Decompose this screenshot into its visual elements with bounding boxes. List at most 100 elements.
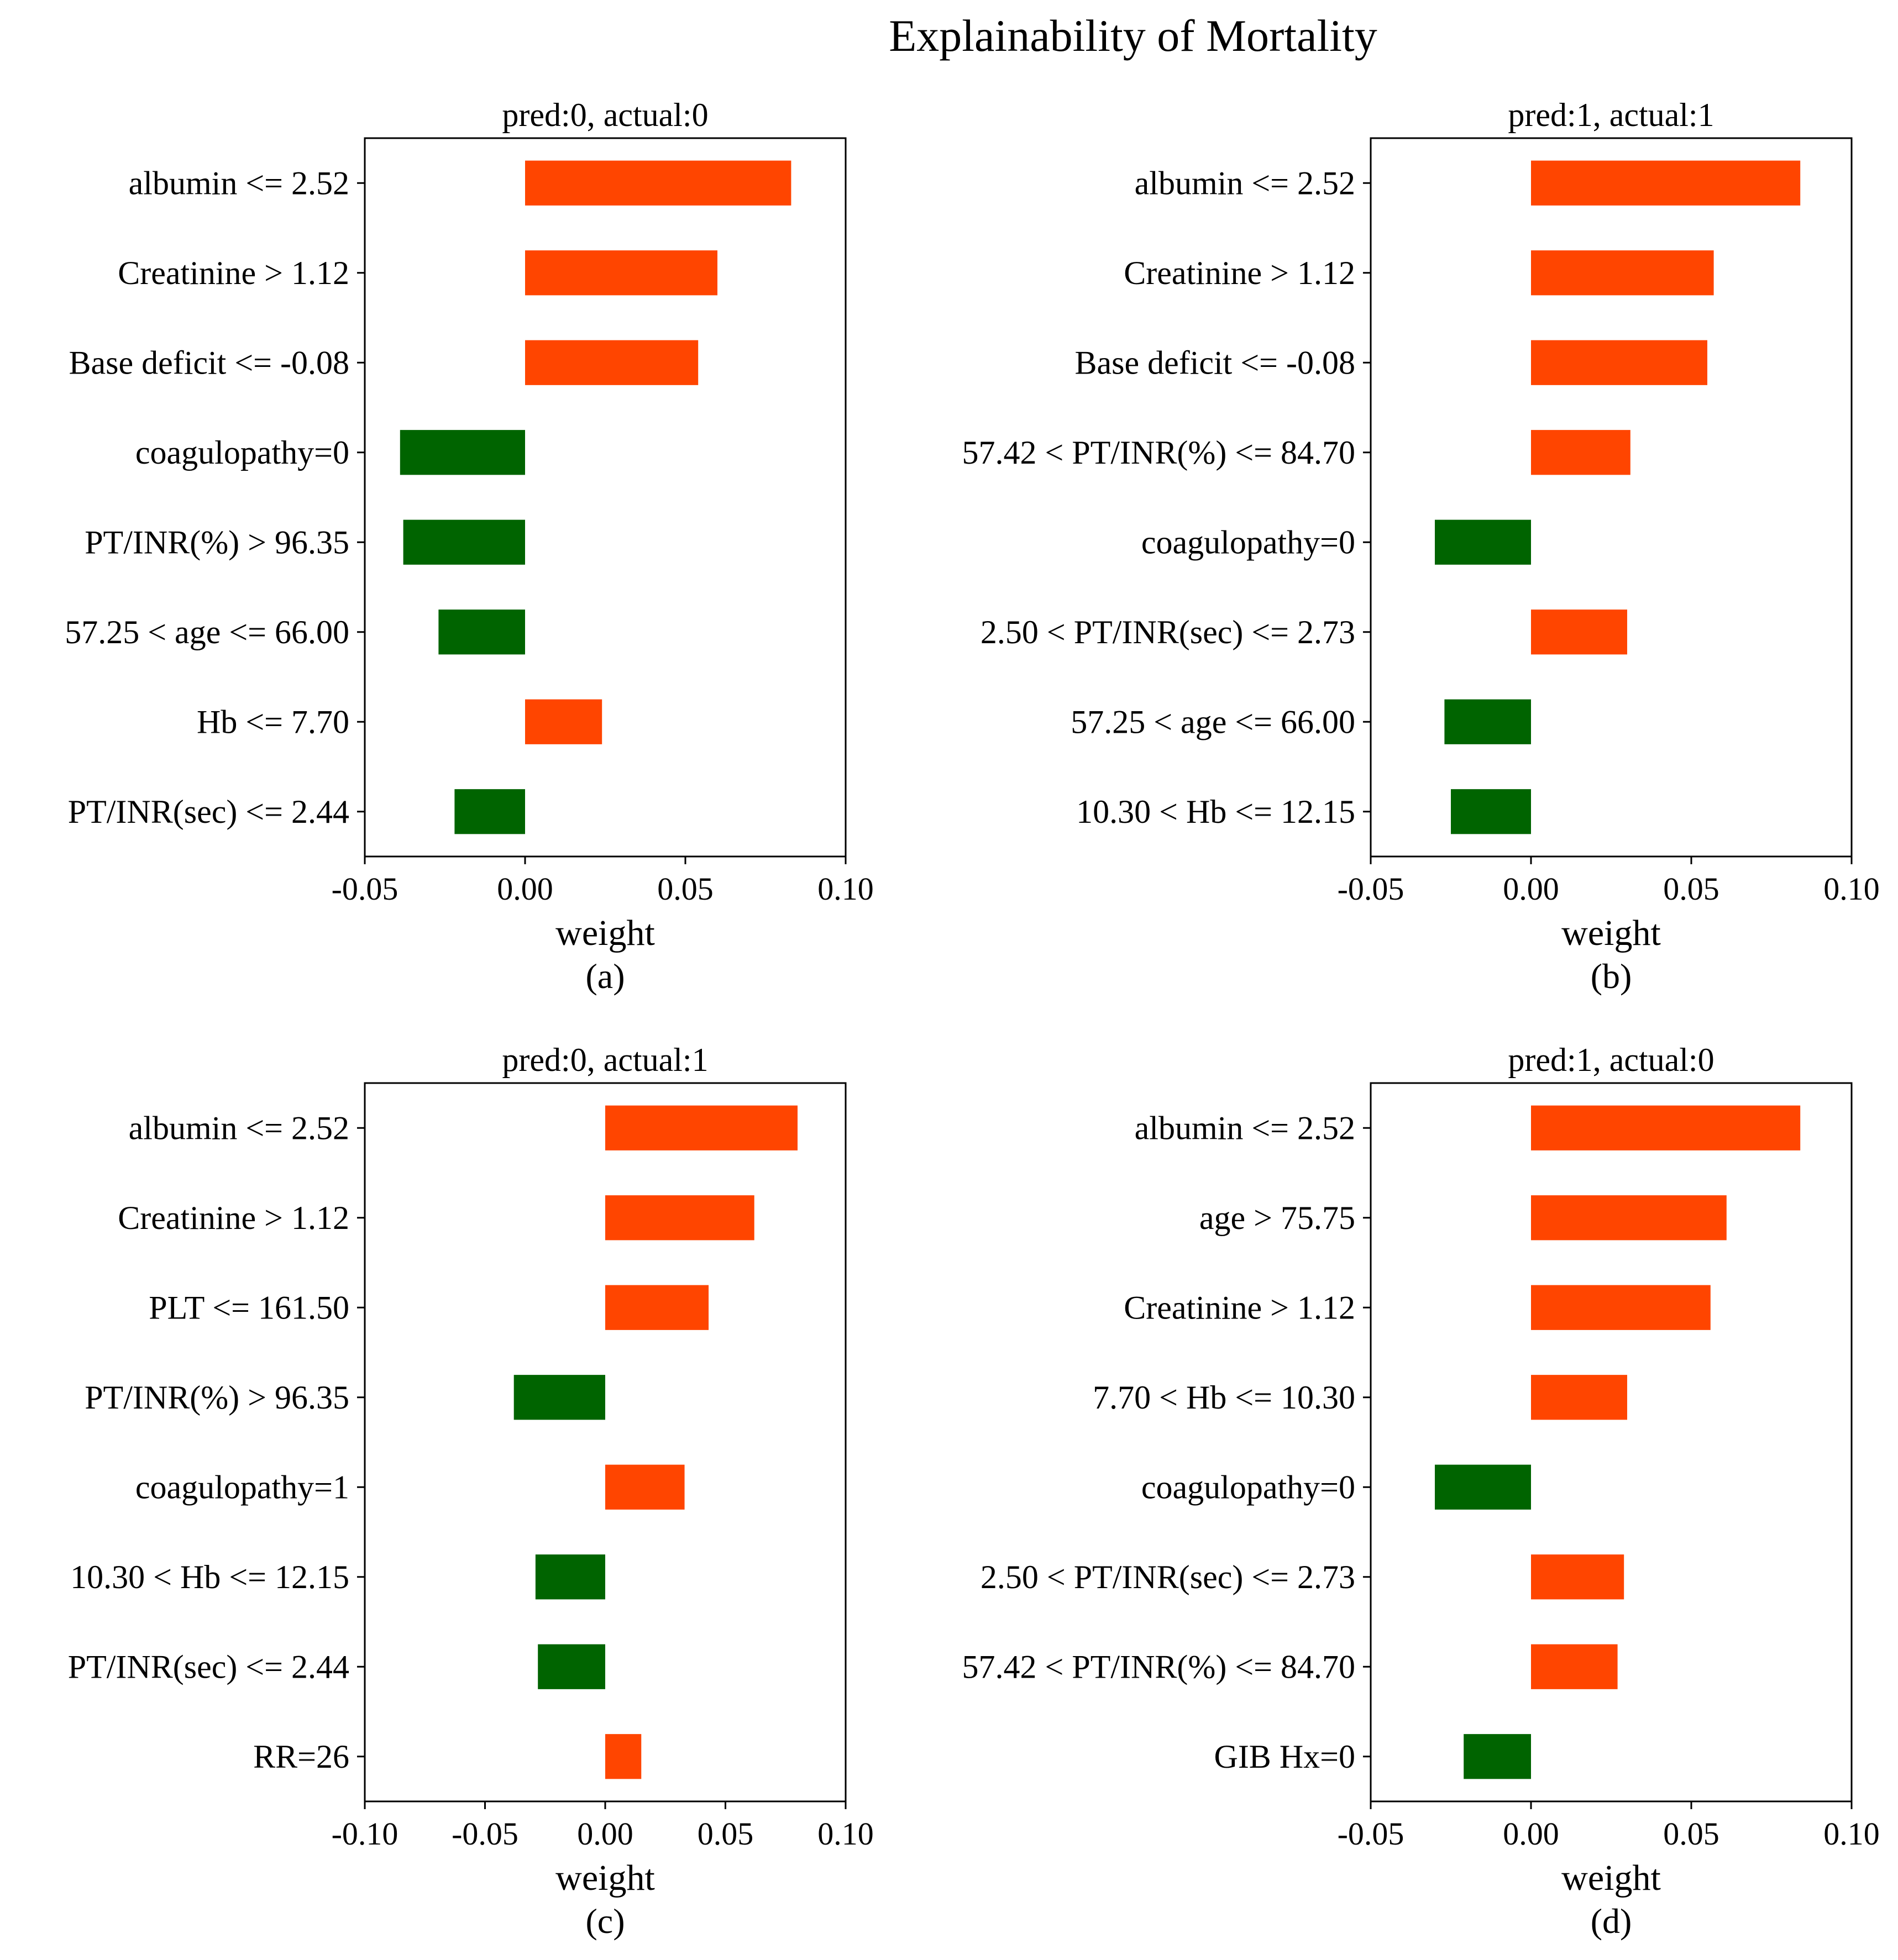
axes-frame-c bbox=[364, 1082, 847, 1803]
category-label-d-7: GIB Hx=0 bbox=[1214, 1738, 1356, 1775]
category-label-a-7: PT/INR(sec) <= 2.44 bbox=[68, 794, 349, 830]
category-label-c-5: 10.30 < Hb <= 12.15 bbox=[70, 1559, 349, 1595]
xtick-label-c-4: 0.10 bbox=[817, 1816, 874, 1852]
category-label-b-5: 2.50 < PT/INR(sec) <= 2.73 bbox=[981, 614, 1355, 650]
bar-a-2 bbox=[525, 340, 699, 385]
xtick-label-b-0: -0.05 bbox=[1338, 871, 1404, 907]
bar-c-3 bbox=[513, 1375, 605, 1420]
category-label-c-1: Creatinine > 1.12 bbox=[118, 1200, 349, 1236]
bar-b-1 bbox=[1531, 250, 1714, 296]
category-label-d-3: 7.70 < Hb <= 10.30 bbox=[1093, 1379, 1355, 1416]
category-label-d-1: age > 75.75 bbox=[1199, 1200, 1355, 1236]
xtick-label-a-0: -0.05 bbox=[332, 871, 399, 907]
category-label-b-2: Base deficit <= -0.08 bbox=[1074, 344, 1355, 381]
category-label-a-2: Base deficit <= -0.08 bbox=[69, 344, 349, 381]
bar-c-5 bbox=[535, 1554, 605, 1600]
bar-a-1 bbox=[525, 250, 717, 296]
x-axis-label-d: weight bbox=[1561, 1858, 1661, 1898]
bar-c-7 bbox=[605, 1734, 642, 1779]
xtick-label-b-2: 0.05 bbox=[1663, 871, 1719, 907]
bar-a-5 bbox=[438, 609, 525, 655]
xtick-label-a-1: 0.00 bbox=[497, 871, 553, 907]
subplot-label-d: (d) bbox=[1591, 1901, 1632, 1941]
bar-a-0 bbox=[525, 160, 791, 206]
bar-a-4 bbox=[403, 519, 525, 565]
bar-c-1 bbox=[605, 1195, 754, 1241]
panel-b: albumin <= 2.52 Creatinine > 1.12 Base def… bbox=[962, 97, 1880, 996]
panel-d: albumin <= 2.52 age > 75.75 Creatinine > 1… bbox=[962, 1042, 1880, 1941]
bar-c-0 bbox=[605, 1105, 798, 1150]
bar-b-6 bbox=[1444, 699, 1531, 744]
bar-d-0 bbox=[1531, 1105, 1801, 1150]
category-label-d-4: coagulopathy=0 bbox=[1141, 1469, 1355, 1505]
category-label-a-6: Hb <= 7.70 bbox=[197, 703, 349, 740]
bar-b-7 bbox=[1451, 789, 1531, 834]
xtick-label-c-3: 0.05 bbox=[698, 1816, 754, 1852]
category-label-c-7: RR=26 bbox=[253, 1738, 349, 1775]
category-label-b-1: Creatinine > 1.12 bbox=[1124, 255, 1355, 291]
category-label-b-3: 57.42 < PT/INR(%) <= 84.70 bbox=[962, 434, 1355, 471]
category-label-c-0: albumin <= 2.52 bbox=[129, 1110, 349, 1146]
bar-d-2 bbox=[1531, 1285, 1711, 1330]
x-axis-label-b: weight bbox=[1561, 913, 1661, 953]
bar-a-6 bbox=[525, 699, 602, 744]
category-label-c-2: PLT <= 161.50 bbox=[149, 1289, 349, 1326]
panel-title-b: pred:1, actual:1 bbox=[1508, 97, 1714, 133]
xtick-label-a-2: 0.05 bbox=[657, 871, 714, 907]
xtick-label-d-1: 0.00 bbox=[1503, 1816, 1559, 1852]
subplot-label-b: (b) bbox=[1591, 957, 1632, 996]
category-label-a-1: Creatinine > 1.12 bbox=[118, 255, 349, 291]
bar-d-3 bbox=[1531, 1375, 1627, 1420]
x-axis-label-c: weight bbox=[555, 1858, 655, 1898]
axes-frame-a bbox=[364, 137, 847, 858]
panel-title-a: pred:0, actual:0 bbox=[502, 97, 708, 133]
category-label-a-3: coagulopathy=0 bbox=[135, 434, 349, 471]
bar-c-6 bbox=[538, 1644, 605, 1689]
xtick-label-a-3: 0.10 bbox=[817, 871, 874, 907]
category-label-d-0: albumin <= 2.52 bbox=[1135, 1110, 1355, 1146]
bar-b-0 bbox=[1531, 160, 1801, 206]
category-label-b-0: albumin <= 2.52 bbox=[1135, 165, 1355, 201]
axes-frame-d bbox=[1370, 1082, 1853, 1803]
category-label-b-4: coagulopathy=0 bbox=[1141, 524, 1355, 560]
axes-frame-b bbox=[1370, 137, 1853, 858]
category-label-c-3: PT/INR(%) > 96.35 bbox=[85, 1379, 349, 1416]
subplot-label-a: (a) bbox=[585, 957, 625, 996]
xtick-label-d-3: 0.10 bbox=[1823, 1816, 1880, 1852]
category-label-b-6: 57.25 < age <= 66.00 bbox=[1071, 703, 1355, 740]
category-label-d-6: 57.42 < PT/INR(%) <= 84.70 bbox=[962, 1648, 1355, 1685]
bar-a-7 bbox=[454, 789, 525, 834]
category-label-d-2: Creatinine > 1.12 bbox=[1124, 1289, 1355, 1326]
category-label-b-7: 10.30 < Hb <= 12.15 bbox=[1076, 794, 1355, 830]
xtick-label-b-3: 0.10 bbox=[1823, 871, 1880, 907]
subplot-grid: albumin <= 2.52 Creatinine > 1.12 Base def… bbox=[65, 97, 1880, 1941]
category-label-a-5: 57.25 < age <= 66.00 bbox=[65, 614, 349, 650]
panel-c: albumin <= 2.52 Creatinine > 1.12 PLT <= 1… bbox=[68, 1042, 874, 1941]
bar-d-7 bbox=[1464, 1734, 1531, 1779]
xtick-label-b-1: 0.00 bbox=[1503, 871, 1559, 907]
bar-b-2 bbox=[1531, 340, 1707, 385]
category-label-c-6: PT/INR(sec) <= 2.44 bbox=[68, 1648, 349, 1685]
panel-a: albumin <= 2.52 Creatinine > 1.12 Base def… bbox=[65, 97, 874, 996]
bar-b-4 bbox=[1435, 519, 1531, 565]
bar-c-4 bbox=[605, 1464, 685, 1510]
bar-d-5 bbox=[1531, 1554, 1624, 1600]
category-label-c-4: coagulopathy=1 bbox=[135, 1469, 349, 1505]
xtick-label-c-0: -0.10 bbox=[332, 1816, 399, 1852]
category-label-a-4: PT/INR(%) > 96.35 bbox=[85, 524, 349, 560]
subplot-label-c: (c) bbox=[585, 1901, 625, 1941]
panel-title-c: pred:0, actual:1 bbox=[502, 1042, 708, 1078]
bar-d-6 bbox=[1531, 1644, 1618, 1689]
category-label-a-0: albumin <= 2.52 bbox=[129, 165, 349, 201]
bar-b-5 bbox=[1531, 609, 1627, 655]
bar-a-3 bbox=[400, 430, 525, 475]
bar-b-3 bbox=[1531, 430, 1630, 475]
panel-title-d: pred:1, actual:0 bbox=[1508, 1042, 1714, 1078]
bar-c-2 bbox=[605, 1285, 709, 1330]
xtick-label-d-0: -0.05 bbox=[1338, 1816, 1404, 1852]
bar-d-4 bbox=[1435, 1464, 1531, 1510]
xtick-label-c-2: 0.00 bbox=[577, 1816, 633, 1852]
xtick-label-c-1: -0.05 bbox=[452, 1816, 518, 1852]
figure-title: Explainability of Mortality bbox=[889, 10, 1377, 61]
